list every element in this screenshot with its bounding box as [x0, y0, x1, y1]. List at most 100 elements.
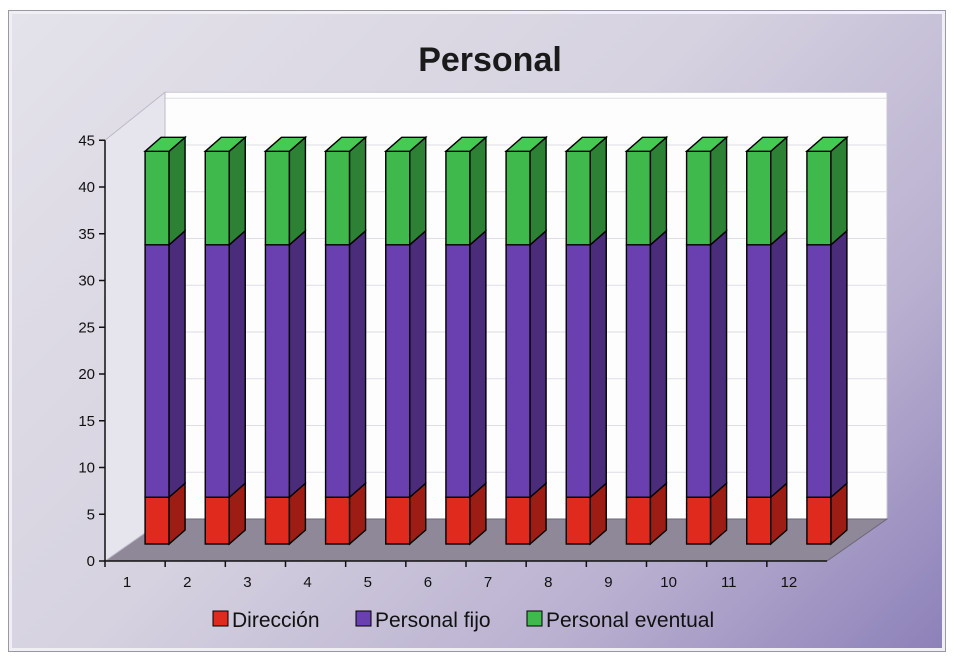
bar-segment-top [203, 136, 248, 153]
bar-segment [385, 150, 411, 246]
bar-segment [144, 150, 170, 246]
bar-stack [383, 135, 428, 546]
bar-segment-side [770, 229, 788, 499]
bar-stack [744, 135, 789, 546]
bar-segment-side [409, 229, 427, 499]
bar-segment-side [589, 135, 607, 247]
x-tick-label: 3 [243, 574, 251, 591]
bar-segment [445, 150, 471, 246]
bar-segment [385, 496, 411, 545]
bar-stack [564, 135, 609, 546]
bar-segment [324, 150, 351, 246]
legend-label: Personal eventual [546, 609, 714, 632]
bar-segment-side [709, 135, 728, 247]
bar-segment [806, 496, 832, 545]
bar-segment-top [744, 136, 789, 153]
bar-segment-side [348, 229, 367, 499]
x-axis: 1 2 3 4 5 6 7 8 9 10 11 12 [104, 560, 827, 591]
x-tick-label: 9 [604, 574, 612, 591]
bar-segment-side [649, 229, 668, 499]
bar-segment [505, 150, 531, 246]
x-tick-label: 6 [424, 574, 432, 591]
x-tick-label: 1 [123, 574, 131, 591]
bar-stack [444, 135, 488, 546]
bar-segment-top [323, 136, 368, 153]
bar-segment [204, 496, 230, 545]
bar-segment-top [444, 136, 488, 153]
bar-segment [445, 244, 471, 498]
bar-segment-side [529, 229, 547, 499]
bar-segment [445, 496, 471, 545]
y-tick-label: 10 [78, 460, 95, 477]
bar-segment [144, 244, 170, 498]
bar-stack [684, 135, 729, 546]
chart-legend: Dirección Personal fijo Personal eventual [212, 609, 714, 632]
bar-segment-top [805, 136, 849, 153]
bar-segment [144, 496, 170, 545]
legend-swatch [526, 610, 543, 627]
x-tick-label: 5 [364, 574, 372, 591]
bar-segment-side [469, 135, 487, 247]
bar-segment-side [168, 135, 186, 247]
bar-segment [204, 150, 230, 246]
y-tick-label: 15 [78, 413, 95, 430]
bar-segment-side [589, 229, 607, 499]
legend-swatch [212, 610, 229, 627]
bar-segment-side [709, 229, 728, 499]
bar-segment [625, 244, 652, 498]
bar-segment [746, 496, 772, 545]
bar-segment [806, 244, 832, 498]
bar-segment [264, 150, 291, 246]
x-tick-label: 4 [303, 574, 311, 591]
bar-segment-side [168, 229, 186, 499]
bar-stack [504, 135, 548, 546]
bar-segment-side [228, 135, 246, 247]
legend-label: Personal fijo [375, 609, 491, 632]
bar-segment-side [770, 135, 788, 247]
y-tick-label: 0 [87, 553, 95, 570]
bar-segment [565, 244, 591, 498]
bar-stack [143, 135, 187, 546]
bar-segment-side [529, 135, 547, 247]
y-tick-label: 35 [78, 226, 95, 243]
bar-stack [203, 135, 248, 546]
y-axis: 0 5 10 15 20 25 30 35 40 45 [78, 132, 106, 570]
legend-label: Dirección [232, 609, 320, 632]
y-tick-label: 30 [78, 273, 95, 290]
bar-segment [746, 244, 772, 498]
bar-segment-top [143, 136, 187, 153]
bar-segment-side [830, 229, 848, 499]
bar-segment-top [263, 136, 308, 153]
bar-segment [806, 150, 832, 246]
y-tick-label: 5 [87, 506, 95, 523]
bar-segment-side [830, 135, 848, 247]
bar-segment [565, 150, 591, 246]
x-tick-label: 11 [721, 574, 737, 591]
bar-segment-side [288, 229, 307, 499]
bar-segment-side [649, 135, 668, 247]
bar-segment [625, 150, 652, 246]
x-tick-label: 12 [781, 574, 798, 591]
bar-segment-side [469, 229, 487, 499]
bar-segment [324, 496, 351, 545]
bar-segment-top [624, 136, 669, 153]
bar-segment-top [383, 136, 428, 153]
y-tick-label: 20 [78, 366, 95, 383]
legend-swatch [355, 610, 372, 627]
bar-stack [624, 135, 669, 546]
bar-segment [565, 496, 591, 545]
bar-segment [385, 244, 411, 498]
bar-segment-side [288, 135, 307, 247]
bar-segment [324, 244, 351, 498]
y-tick-label: 45 [78, 132, 95, 149]
bar-stack [323, 135, 368, 546]
chart-bars [143, 135, 849, 546]
bar-stack [805, 135, 849, 546]
bar-segment [204, 244, 230, 498]
bar-segment [746, 150, 772, 246]
x-tick-label: 7 [484, 574, 492, 591]
bar-stack [263, 135, 308, 546]
bar-segment [264, 244, 291, 498]
bar-segment-side [348, 135, 367, 247]
